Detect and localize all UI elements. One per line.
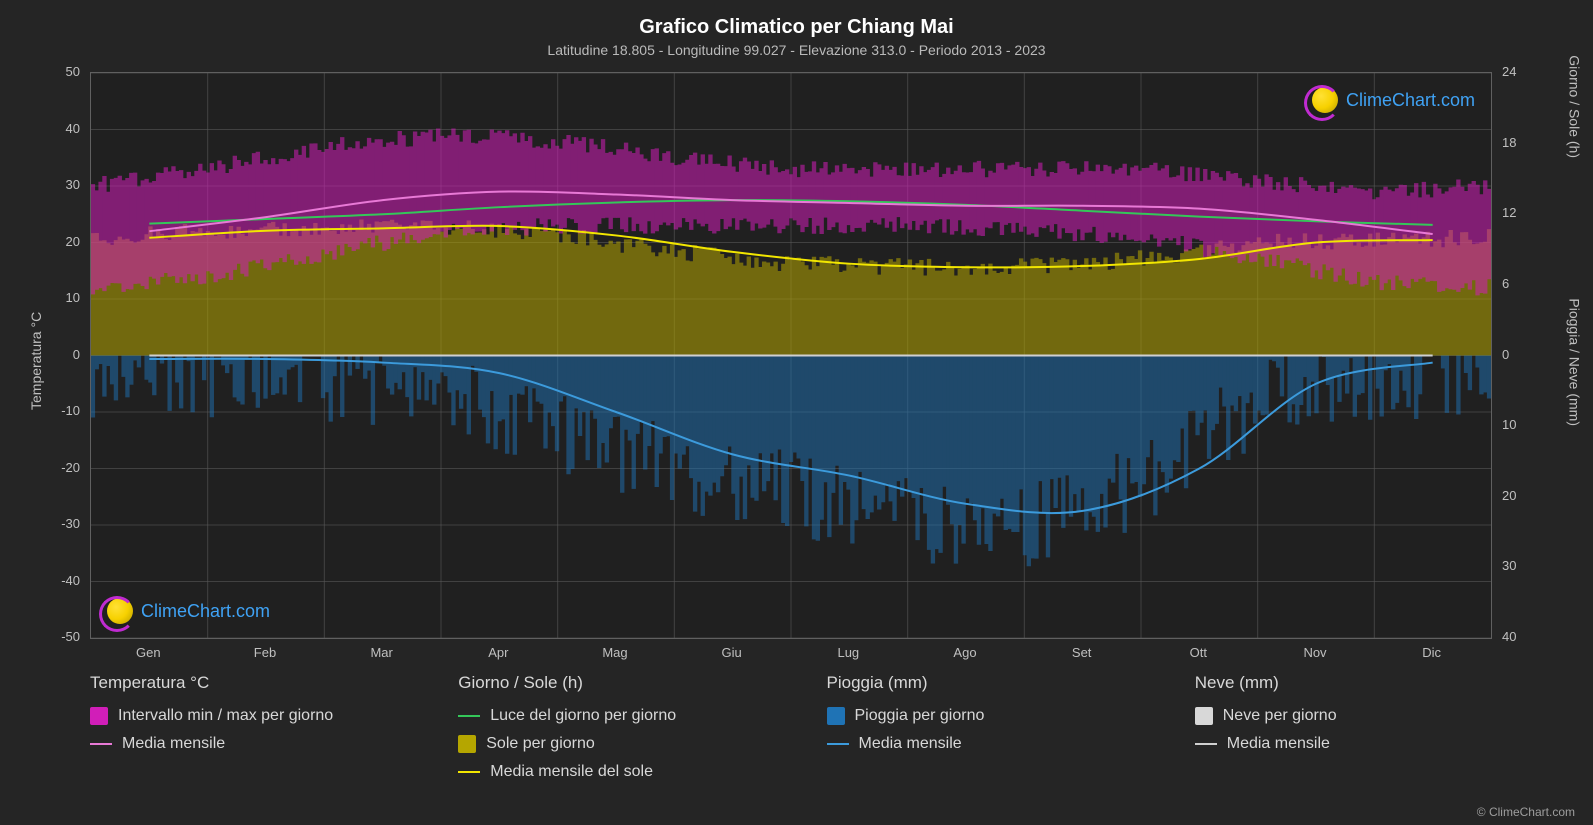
legend-item: Media mensile [1195,735,1553,753]
tick-month: Dic [1422,645,1441,660]
tick-left: 20 [66,234,80,249]
legend-label: Media mensile del sole [490,763,653,781]
legend-label: Media mensile [859,735,962,753]
legend-column: Neve (mm) Neve per giorno Media mensile [1195,673,1553,803]
legend-label: Pioggia per giorno [855,707,985,725]
legend-item: Luce del giorno per giorno [458,707,816,725]
legend-item: Intervallo min / max per giorno [90,707,448,725]
legend-header: Temperatura °C [90,673,448,693]
plot-svg [91,73,1491,638]
legend-column: Giorno / Sole (h) Luce del giorno per gio… [458,673,816,803]
legend-column: Temperatura °C Intervallo min / max per g… [90,673,448,803]
tick-month: Lug [837,645,859,660]
legend-item: Pioggia per giorno [827,707,1185,725]
legend-header: Pioggia (mm) [827,673,1185,693]
tick-right-hours: 24 [1502,64,1516,79]
plot-area: ClimeChart.com ClimeChart.com [90,72,1492,639]
tick-left: -20 [61,460,80,475]
legend-column: Pioggia (mm) Pioggia per giorno Media mens… [827,673,1185,803]
axis-label-left: Temperatura °C [28,311,44,409]
tick-left: 40 [66,121,80,136]
tick-month: Mag [602,645,627,660]
legend-header: Giorno / Sole (h) [458,673,816,693]
tick-right-mm: 30 [1502,558,1516,573]
tick-left: -10 [61,403,80,418]
legend-item: Media mensile [827,735,1185,753]
legend-swatch-icon [90,707,108,725]
legend-item: Media mensile del sole [458,763,816,781]
tick-right-mm: 10 [1502,417,1516,432]
axis-label-right-bottom: Pioggia / Neve (mm) [1567,298,1583,426]
legend: Temperatura °C Intervallo min / max per g… [90,673,1553,803]
tick-month: Gen [136,645,161,660]
legend-label: Luce del giorno per giorno [490,707,676,725]
legend-line-icon [827,743,849,745]
tick-month: Ott [1190,645,1207,660]
climate-chart: Grafico Climatico per Chiang Mai Latitud… [0,0,1593,825]
legend-label: Neve per giorno [1223,707,1337,725]
legend-swatch-icon [827,707,845,725]
tick-right-hours: 12 [1502,205,1516,220]
tick-left: -50 [61,629,80,644]
tick-left: 50 [66,64,80,79]
legend-line-icon [458,771,480,773]
tick-left: 10 [66,290,80,305]
chart-subtitle: Latitudine 18.805 - Longitudine 99.027 -… [0,42,1593,58]
tick-left: -40 [61,573,80,588]
legend-swatch-icon [1195,707,1213,725]
tick-right-mm: 20 [1502,488,1516,503]
tick-month: Feb [254,645,276,660]
legend-label: Media mensile [1227,735,1330,753]
tick-month: Ago [953,645,976,660]
tick-month: Set [1072,645,1092,660]
legend-label: Intervallo min / max per giorno [118,707,333,725]
tick-left: 30 [66,177,80,192]
credit: © ClimeChart.com [1477,805,1575,819]
tick-right-hours: 0 [1502,347,1509,362]
axis-label-right-top: Giorno / Sole (h) [1567,56,1583,159]
legend-line-icon [458,715,480,717]
legend-header: Neve (mm) [1195,673,1553,693]
legend-label: Media mensile [122,735,225,753]
tick-right-mm: 40 [1502,629,1516,644]
tick-month: Giu [722,645,742,660]
tick-month: Apr [488,645,508,660]
legend-item: Sole per giorno [458,735,816,753]
legend-label: Sole per giorno [486,735,595,753]
tick-left: -30 [61,516,80,531]
legend-line-icon [1195,743,1217,745]
tick-left: 0 [73,347,80,362]
tick-right-hours: 6 [1502,276,1509,291]
tick-right-hours: 18 [1502,135,1516,150]
legend-item: Neve per giorno [1195,707,1553,725]
legend-line-icon [90,743,112,745]
legend-swatch-icon [458,735,476,753]
chart-title: Grafico Climatico per Chiang Mai [0,16,1593,39]
tick-month: Nov [1303,645,1326,660]
legend-item: Media mensile [90,735,448,753]
tick-month: Mar [370,645,392,660]
